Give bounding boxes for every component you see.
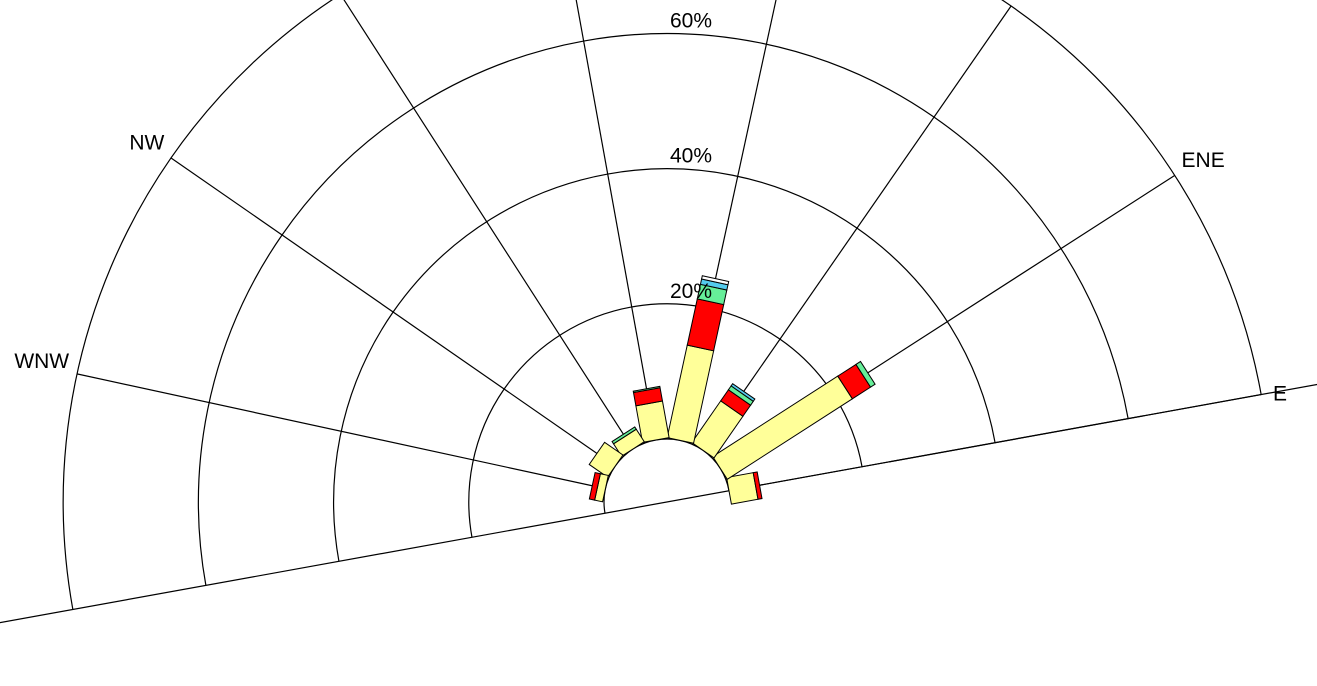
grid-ring-80: [63, 0, 1261, 609]
bar-segment: [588, 471, 601, 501]
ring-label-40: 40%: [670, 145, 712, 168]
spoke-nnw: [343, 0, 634, 450]
direction-label-nw: NW: [129, 131, 164, 154]
bar-segment: [752, 471, 763, 500]
direction-label-ene: ENE: [1182, 149, 1225, 172]
bar-segment: [632, 385, 661, 394]
bar-segment: [686, 298, 725, 352]
spoke-e: [728, 393, 1262, 492]
spoke-n: [575, 0, 657, 441]
spoke-ne: [702, 5, 1012, 451]
bar-segment: [855, 360, 876, 388]
bar-segment: [588, 441, 624, 478]
ring-label-20: 20%: [670, 280, 712, 303]
spoke-nw: [170, 157, 616, 467]
chart-labels: 20%40%60%80%EENENENNENNNWNWWNW: [14, 0, 1287, 405]
direction-label-wnw: WNW: [14, 350, 69, 373]
bar-segment: [726, 472, 759, 505]
wind-bars: [588, 275, 876, 505]
direction-label-e: E: [1273, 382, 1287, 405]
bar-segment: [611, 426, 637, 445]
bar-segment: [730, 382, 756, 402]
ring-label-60: 60%: [670, 9, 712, 32]
spoke-wnw: [76, 373, 606, 490]
polar-grid: [0, 0, 1317, 624]
bar-segment: [701, 275, 730, 286]
